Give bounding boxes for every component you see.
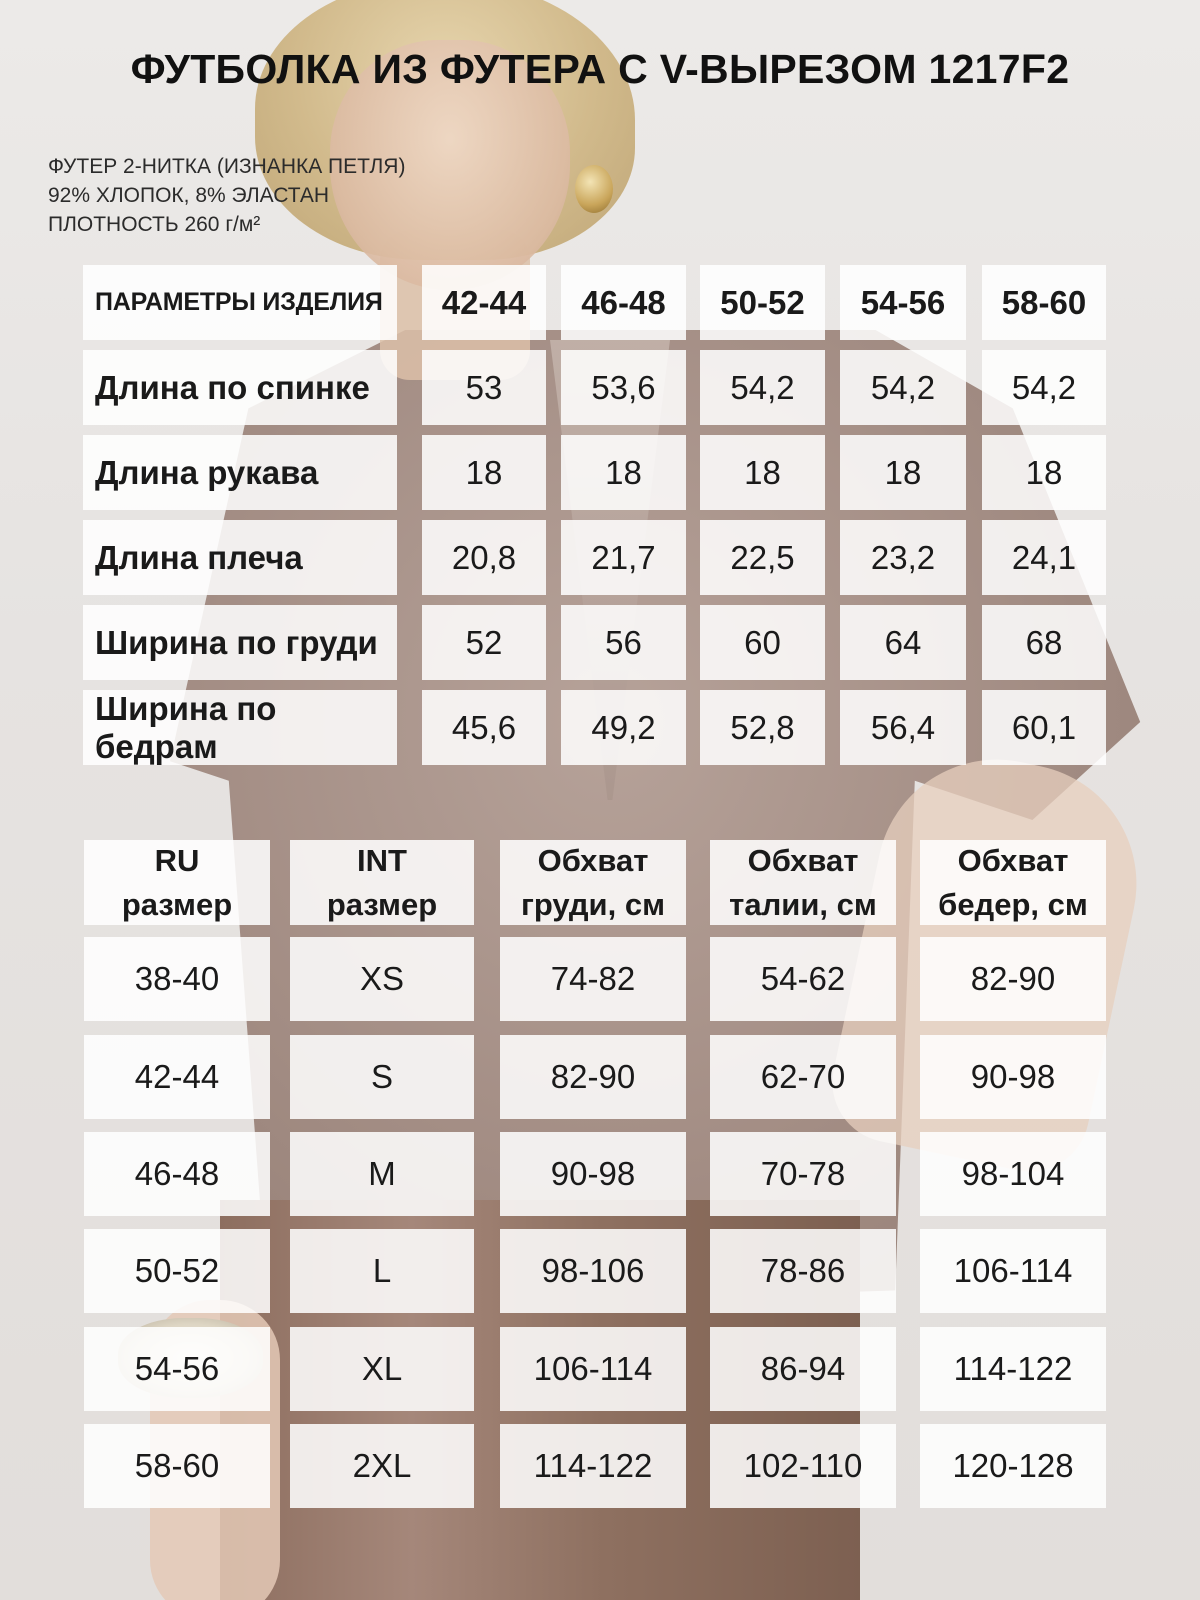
table-cell: 60,1 (982, 690, 1106, 765)
table-cell: 60 (700, 605, 825, 680)
table-cell: 106-114 (500, 1327, 686, 1411)
column-header-line: RU (154, 842, 200, 878)
table-cell: 24,1 (982, 520, 1106, 595)
column-header-line: Обхват (957, 842, 1069, 878)
table-cell: XS (290, 937, 474, 1021)
row-label: Ширина по бедрам (83, 690, 397, 765)
table-cell: 52 (422, 605, 546, 680)
table-cell: 22,5 (700, 520, 825, 595)
table-cell: 62-70 (710, 1035, 896, 1119)
table-cell: 21,7 (561, 520, 686, 595)
table-cell: S (290, 1035, 474, 1119)
table-cell: 82-90 (920, 937, 1106, 1021)
table-cell: 98-106 (500, 1229, 686, 1313)
row-label: Длина рукава (83, 435, 397, 510)
size-header: 54-56 (840, 265, 966, 340)
table-cell: 82-90 (500, 1035, 686, 1119)
column-header-line: Обхват (747, 842, 859, 878)
table-cell: 23,2 (840, 520, 966, 595)
table-cell: 18 (422, 435, 546, 510)
page-title: ФУТБОЛКА ИЗ ФУТЕРА С V-ВЫРЕЗОМ 1217F2 (130, 46, 1070, 92)
table-header-label: ПАРАМЕТРЫ ИЗДЕЛИЯ (83, 265, 397, 340)
table-cell: 56 (561, 605, 686, 680)
table-cell: 78-86 (710, 1229, 896, 1313)
column-header-line: груди, см (520, 886, 666, 922)
table-cell: 20,8 (422, 520, 546, 595)
earring-icon (575, 165, 613, 213)
column-header-line: размер (121, 886, 233, 922)
table-cell: 90-98 (920, 1035, 1106, 1119)
table-cell: L (290, 1229, 474, 1313)
column-header: RU размер (84, 840, 270, 925)
table-cell: 90-98 (500, 1132, 686, 1216)
table-cell: 58-60 (84, 1424, 270, 1508)
table-cell: 114-122 (920, 1327, 1106, 1411)
table-cell: 120-128 (920, 1424, 1106, 1508)
spec-line: ФУТЕР 2-НИТКА (ИЗНАНКА ПЕТЛЯ) (48, 155, 406, 178)
column-header: Обхват груди, см (500, 840, 686, 925)
table-cell: 54-56 (84, 1327, 270, 1411)
table-cell: 68 (982, 605, 1106, 680)
table-cell: 64 (840, 605, 966, 680)
table-cell: 50-52 (84, 1229, 270, 1313)
table-cell: 2XL (290, 1424, 474, 1508)
table-cell: 114-122 (500, 1424, 686, 1508)
column-header: INT размер (290, 840, 474, 925)
table-cell: 54-62 (710, 937, 896, 1021)
table-cell: 70-78 (710, 1132, 896, 1216)
table-cell: 45,6 (422, 690, 546, 765)
table-cell: 86-94 (710, 1327, 896, 1411)
table-cell: 18 (840, 435, 966, 510)
table-cell: 49,2 (561, 690, 686, 765)
spec-line: ПЛОТНОСТЬ 260 г/м² (48, 213, 261, 236)
column-header-line: INT (357, 842, 407, 878)
size-header: 50-52 (700, 265, 825, 340)
size-header: 58-60 (982, 265, 1106, 340)
column-header-line: бедер, см (938, 886, 1088, 922)
row-label: Длина по спинке (83, 350, 397, 425)
table-cell: 98-104 (920, 1132, 1106, 1216)
column-header-line: Обхват (537, 842, 649, 878)
table-cell: 42-44 (84, 1035, 270, 1119)
table-cell: 53 (422, 350, 546, 425)
face-shape (330, 40, 570, 290)
table-cell: XL (290, 1327, 474, 1411)
table-cell: 46-48 (84, 1132, 270, 1216)
spec-line: 92% ХЛОПОК, 8% ЭЛАСТАН (48, 184, 329, 207)
table-cell: 53,6 (561, 350, 686, 425)
column-header-line: талии, см (729, 886, 877, 922)
size-header: 46-48 (561, 265, 686, 340)
table-cell: 74-82 (500, 937, 686, 1021)
column-header: Обхват бедер, см (920, 840, 1106, 925)
fabric-specs: ФУТЕР 2-НИТКА (ИЗНАНКА ПЕТЛЯ) 92% ХЛОПОК… (48, 152, 405, 239)
table-cell: 38-40 (84, 937, 270, 1021)
table-cell: 54,2 (840, 350, 966, 425)
row-label: Длина плеча (83, 520, 397, 595)
table-cell: 106-114 (920, 1229, 1106, 1313)
column-header-line: размер (326, 886, 438, 922)
size-header: 42-44 (422, 265, 546, 340)
table-cell: M (290, 1132, 474, 1216)
table-cell: 18 (561, 435, 686, 510)
table-cell: 56,4 (840, 690, 966, 765)
table-cell: 54,2 (700, 350, 825, 425)
table-cell: 54,2 (982, 350, 1106, 425)
column-header: Обхват талии, см (710, 840, 896, 925)
table-cell: 18 (700, 435, 825, 510)
row-label: Ширина по груди (83, 605, 397, 680)
table-cell: 102-110 (710, 1424, 896, 1508)
table-cell: 18 (982, 435, 1106, 510)
table-cell: 52,8 (700, 690, 825, 765)
